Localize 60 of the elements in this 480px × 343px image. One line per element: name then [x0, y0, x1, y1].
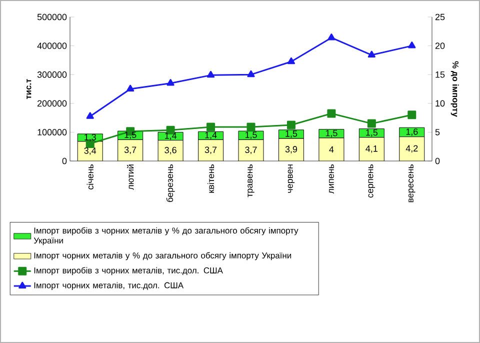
y2-tick-label: 25 [435, 14, 445, 20]
point [408, 42, 416, 48]
x-tick-label: червен [288, 164, 295, 193]
data-label: 1,5 [326, 130, 338, 138]
data-label: 4,2 [406, 145, 418, 153]
legend-label: Імпорт виробів з чорних металів, тис.дол. США [34, 267, 223, 276]
legend-label: Імпорт чорних металів у % до загального обсягу імпорту України [34, 252, 292, 260]
point [246, 122, 256, 132]
point [206, 122, 216, 132]
data-label: 1,6 [406, 128, 418, 136]
data-label: 4,1 [366, 146, 378, 153]
data-label: 3,7 [245, 146, 257, 154]
y2-tick-label: 5 [435, 129, 440, 136]
point [287, 57, 296, 64]
point [286, 120, 296, 130]
point [367, 119, 376, 128]
legend-label: Імпорт виробів з чорних металів у % до загального обсягу імпорту України [34, 227, 298, 246]
data-label: 1,3 [84, 134, 96, 142]
data-label: 3,7 [124, 146, 136, 154]
data-label: 3,9 [285, 146, 298, 154]
y-tick-label: 0 [62, 158, 67, 164]
y-tick-label: 500000 [37, 14, 67, 20]
y2-tick-label: 15 [436, 71, 445, 78]
y-axis-title: тис.т [26, 78, 32, 100]
point [408, 110, 416, 120]
y-tick-label: 200000 [38, 100, 67, 107]
data-label: 1,4 [205, 132, 217, 140]
point [368, 50, 376, 58]
x-tick-label: лютий [126, 164, 134, 190]
y2-tick-label: 20 [435, 42, 445, 49]
y2-axis-title: % до імпорту [450, 61, 459, 117]
x-tick-label: квітень [207, 164, 214, 193]
point [166, 78, 174, 86]
x-tick-label: липень [328, 164, 334, 194]
x-tick-label: серпень [368, 164, 376, 198]
y-tick-label: 400000 [37, 42, 67, 49]
data-label: 1,5 [124, 132, 136, 140]
y2-tick-label: 0 [435, 158, 440, 164]
point [126, 84, 134, 92]
point [327, 109, 336, 118]
data-label: 1,4 [165, 132, 177, 140]
x-tick-label: вересень [408, 164, 416, 202]
data-label: 3,4 [84, 147, 96, 155]
legend-label: Імпорт чорних металів, тис.дол. США [34, 282, 184, 290]
data-label: 1,5 [245, 132, 257, 140]
y-tick-label: 100000 [38, 129, 67, 136]
data-label: 3,7 [204, 146, 217, 154]
point [206, 70, 215, 78]
y-tick-label: 300000 [37, 71, 67, 78]
data-label: 1,5 [366, 129, 378, 137]
y2-tick-label: 10 [436, 100, 445, 107]
data-label: 1,5 [286, 130, 298, 138]
point [86, 112, 94, 119]
data-label: 4 [329, 146, 334, 153]
point [328, 33, 336, 40]
x-tick-label: січень [86, 164, 94, 190]
point [247, 70, 255, 78]
data-label: 3,6 [164, 146, 176, 154]
x-tick-label: березень [166, 164, 175, 202]
x-tick-label: травень [248, 164, 254, 198]
